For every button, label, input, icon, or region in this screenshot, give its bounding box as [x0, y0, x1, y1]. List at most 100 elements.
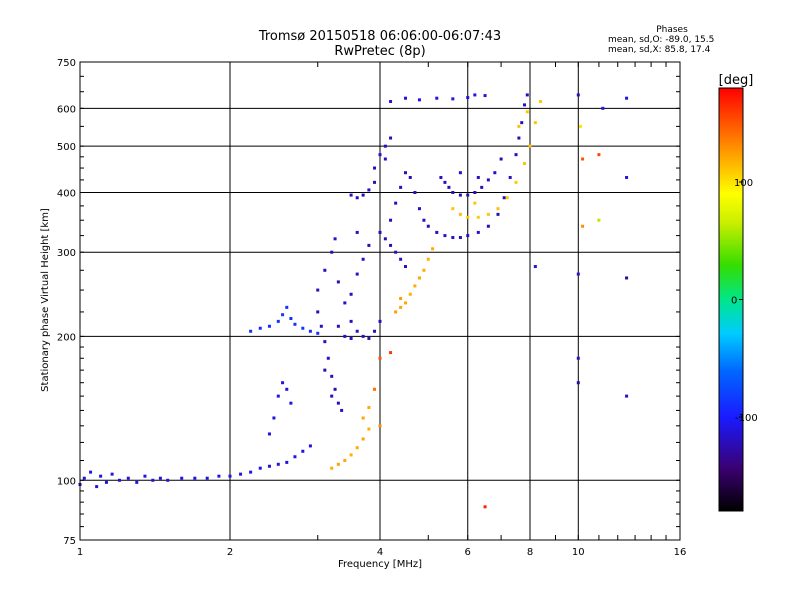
data-point	[417, 207, 421, 211]
data-point	[435, 230, 439, 234]
data-point	[180, 476, 184, 480]
data-point	[389, 351, 393, 355]
data-point	[389, 218, 393, 222]
data-point	[394, 250, 398, 254]
data-point	[143, 474, 147, 478]
data-point	[466, 193, 470, 197]
data-point	[508, 175, 512, 179]
y-tick-label: 100	[57, 476, 76, 487]
data-point	[276, 319, 280, 323]
data-point	[110, 472, 114, 476]
data-point	[473, 190, 477, 194]
data-point	[301, 449, 305, 453]
y-tick-label: 300	[57, 248, 76, 259]
data-point	[502, 196, 506, 200]
data-point	[319, 324, 323, 328]
data-point	[336, 462, 340, 466]
data-point	[581, 157, 585, 161]
data-point	[217, 474, 221, 478]
data-point	[316, 331, 320, 335]
phases-o-stats: mean, sd,O: -89.0, 15.5	[608, 35, 714, 45]
x-axis-ticks: 1 2 4 6 8 10 16	[77, 62, 686, 558]
data-point	[483, 94, 487, 98]
data-point	[330, 250, 334, 254]
data-point	[389, 243, 393, 247]
data-point	[493, 171, 497, 175]
data-point	[408, 292, 412, 296]
data-point	[486, 178, 490, 182]
data-point	[389, 100, 393, 104]
data-point	[289, 316, 293, 320]
data-point	[378, 424, 382, 428]
data-point	[276, 462, 280, 466]
y-axis-label: Stationary phase Virtual Height [km]	[40, 208, 51, 392]
data-point	[323, 340, 327, 344]
data-point	[330, 374, 334, 378]
data-point	[578, 124, 582, 128]
data-point	[349, 319, 353, 323]
data-point	[458, 171, 462, 175]
data-point	[249, 470, 253, 474]
data-point	[378, 153, 382, 157]
data-point	[355, 329, 359, 333]
data-point	[394, 310, 398, 314]
x-tick-label: 8	[527, 547, 533, 558]
data-point	[576, 356, 580, 360]
x-tick-label: 1	[77, 547, 83, 558]
data-point	[378, 356, 382, 360]
data-point	[403, 265, 407, 269]
data-point	[431, 247, 435, 251]
data-points	[78, 93, 629, 509]
data-point	[316, 310, 320, 314]
data-point	[505, 196, 509, 200]
data-point	[517, 124, 521, 128]
data-point	[267, 464, 271, 468]
data-point	[403, 301, 407, 305]
data-point	[625, 276, 629, 280]
data-point	[601, 106, 605, 110]
data-point	[361, 416, 365, 420]
data-point	[258, 326, 262, 330]
data-point	[458, 212, 462, 216]
data-point	[104, 480, 108, 484]
data-point	[383, 237, 387, 241]
data-point	[499, 157, 503, 161]
data-point	[581, 224, 585, 228]
data-point	[349, 292, 353, 296]
data-point	[249, 329, 253, 333]
data-point	[336, 280, 340, 284]
data-point	[533, 265, 537, 269]
data-point	[466, 96, 470, 100]
data-point	[480, 185, 484, 189]
grid	[80, 62, 680, 540]
data-point	[528, 144, 532, 148]
data-point	[355, 446, 359, 450]
data-point	[355, 272, 359, 276]
data-point	[355, 230, 359, 234]
data-point	[367, 336, 371, 340]
chart-subtitle: RwPretec (8p)	[334, 44, 425, 59]
colorbar-tick-label: -100	[735, 413, 758, 424]
data-point	[417, 276, 421, 280]
data-point	[333, 387, 337, 391]
data-point	[625, 394, 629, 398]
colorbar-label: [deg]	[719, 73, 754, 88]
data-point	[281, 381, 285, 385]
data-point	[285, 460, 289, 464]
data-point	[399, 305, 403, 309]
data-point	[316, 288, 320, 292]
data-point	[458, 236, 462, 240]
data-point	[435, 96, 439, 100]
data-point	[486, 212, 490, 216]
data-point	[496, 212, 500, 216]
data-point	[373, 387, 377, 391]
data-point	[389, 136, 393, 140]
data-point	[625, 175, 629, 179]
data-point	[323, 268, 327, 272]
data-point	[205, 476, 209, 480]
data-point	[473, 201, 477, 205]
data-point	[413, 284, 417, 288]
data-point	[417, 98, 421, 102]
data-point	[336, 324, 340, 328]
